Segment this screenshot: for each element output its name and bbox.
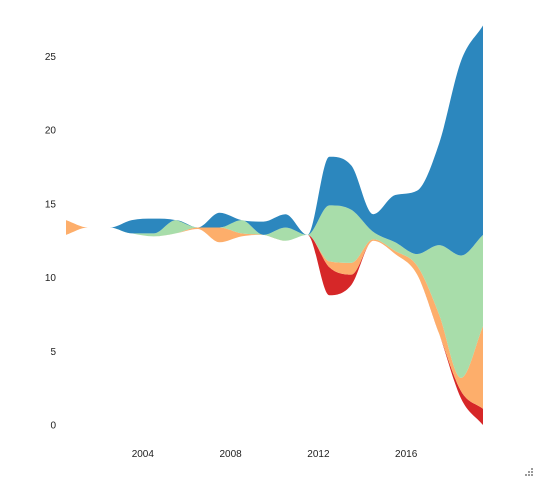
x-tick-label: 2016 — [395, 449, 418, 460]
y-tick-label: 25 — [45, 52, 57, 63]
y-tick-label: 15 — [45, 199, 57, 210]
y-tick-label: 10 — [45, 273, 57, 284]
x-tick-label: 2012 — [307, 449, 330, 460]
y-axis: 0 5 10 15 20 25 — [45, 52, 57, 432]
x-tick-label: 2008 — [219, 449, 242, 460]
stream-layer-4 — [66, 25, 483, 256]
y-tick-label: 0 — [50, 421, 56, 432]
y-tick-label: 20 — [45, 126, 57, 137]
y-tick-label: 5 — [50, 347, 56, 358]
resize-grip-icon[interactable] — [525, 468, 533, 476]
stream-layers — [66, 25, 483, 425]
x-tick-label: 2004 — [132, 449, 155, 460]
x-axis: 2004 2008 2012 2016 — [132, 449, 418, 460]
